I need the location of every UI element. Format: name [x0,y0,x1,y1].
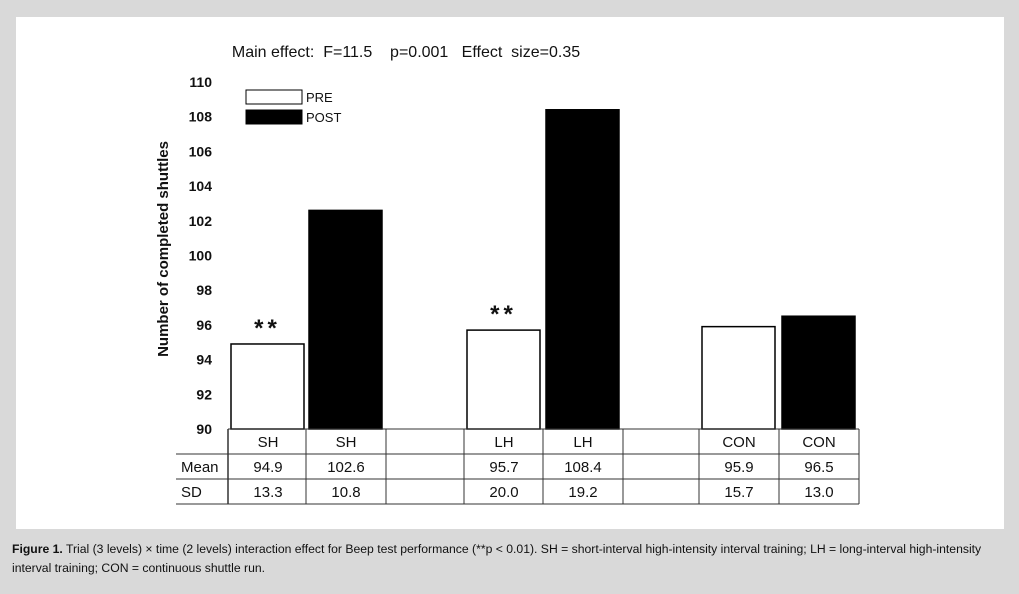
table-cell: 13.0 [804,484,833,501]
significance-marker: ** [254,315,281,342]
table-cell: 19.2 [568,484,597,501]
y-tick-label: 96 [196,317,212,333]
y-tick-label: 92 [196,386,212,402]
table-cell: 20.0 [489,484,518,501]
table-cell: 10.8 [331,484,360,501]
y-tick-label: 94 [196,352,212,368]
y-tick-label: 100 [189,248,213,264]
table-header-cell: LH [573,434,592,451]
table-cell: 94.9 [253,459,282,476]
table-cell: 13.3 [253,484,282,501]
bar-chart: Main effect: F=11.5 p=0.001 Effect size=… [155,44,860,505]
caption-text: Trial (3 levels) × time (2 levels) inter… [12,542,982,575]
table-row-label: SD [181,484,202,501]
table-header-cell: CON [802,434,835,451]
bar-pre-con [701,325,776,430]
figure-caption: Figure 1. Trial (3 levels) × time (2 lev… [12,540,1006,578]
table-cell: 108.4 [564,459,602,476]
significance-marker: ** [490,301,517,328]
table-cell: 102.6 [327,459,365,476]
table-header-cell: SH [336,434,357,451]
significance-annotations: ** ** [254,301,517,342]
y-tick-labels: 90 92 94 96 98 100 102 104 106 108 110 [189,74,213,437]
legend: PRE POST [245,89,341,125]
bar-post-sh [308,209,383,430]
bar-pre-sh [230,343,305,430]
table-header-cell: SH [258,434,279,451]
legend-swatch-post [245,109,303,125]
table-cell: 96.5 [804,459,833,476]
legend-label-pre: PRE [306,90,333,105]
y-tick-label: 90 [196,421,212,437]
figure-panel: Main effect: F=11.5 p=0.001 Effect size=… [16,17,1004,529]
y-tick-label: 106 [189,143,213,159]
y-tick-label: 102 [189,213,213,229]
bars [230,109,856,430]
chart-title: Main effect: F=11.5 p=0.001 Effect size=… [232,44,580,61]
table-header-cell: LH [494,434,513,451]
y-axis-label: Number of completed shuttles [155,141,172,357]
table-row-label: Mean [181,459,219,476]
table-cell: 95.7 [489,459,518,476]
y-tick-label: 108 [189,109,213,125]
data-table: SH SH LH LH CON CON Mean 94.9 102.6 95.7 108.4 95.9… [176,428,860,505]
legend-label-post: POST [306,110,341,125]
legend-swatch-pre [245,89,303,105]
y-tick-label: 110 [189,74,212,90]
table-cell: 15.7 [724,484,753,501]
table-header-cell: CON [722,434,755,451]
y-tick-label: 104 [189,178,213,194]
table-cell: 95.9 [724,459,753,476]
y-tick-label: 98 [196,282,212,298]
caption-label: Figure 1. [12,542,63,556]
bar-post-con [781,315,856,430]
bar-pre-lh [466,329,541,430]
bar-post-lh [545,109,620,430]
